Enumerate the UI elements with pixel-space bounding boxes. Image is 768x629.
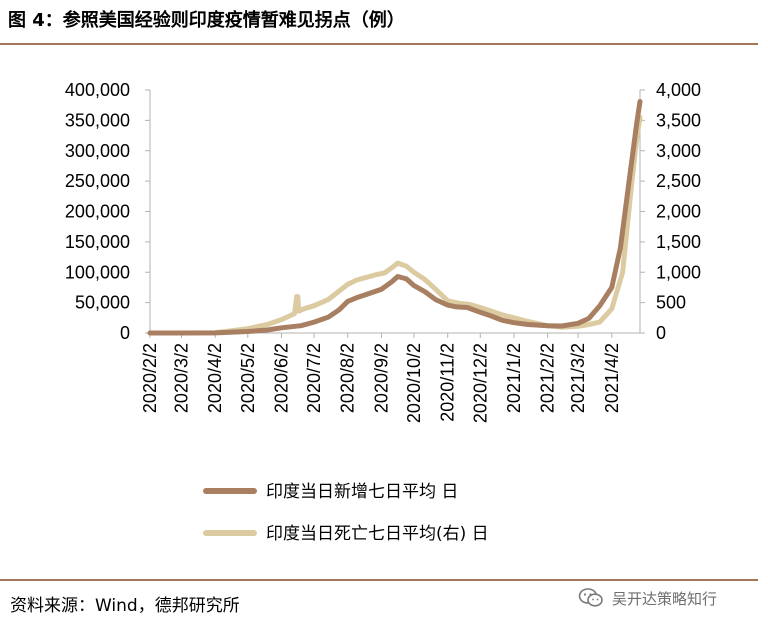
left-tick-label: 250,000 [65,171,130,191]
chart-series [147,99,643,336]
right-tick-label: 2,500 [656,171,701,191]
title-divider [0,43,758,45]
x-tick-label: 2020/6/2 [271,343,291,413]
right-tick-label: 3,500 [656,110,701,130]
x-tick-label: 2020/12/2 [470,343,490,423]
left-tick-label: 400,000 [65,80,130,100]
left-axis-ticks: 0 50,000 100,000 150,000 200,000 250,000 300,0… [65,80,150,343]
chart: 0 50,000 100,000 150,000 200,000 250,000 300,0… [65,80,701,544]
series-line-deaths [147,114,643,336]
watermark-text: 吴开达策略知行 [612,589,718,608]
right-tick-label: 2,000 [656,202,701,222]
left-tick-label: 150,000 [65,232,130,252]
series-line-new-cases [147,99,643,336]
chart-axes [149,90,641,334]
watermark: 吴开达策略知行 [578,586,717,610]
x-tick-label: 2020/9/2 [371,343,391,413]
x-tick-label: 2021/4/2 [602,343,622,413]
right-tick-label: 1,000 [656,262,701,282]
x-tick-label: 2020/7/2 [304,343,324,413]
footer-divider [0,579,758,581]
legend-label-new-cases: 印度当日新增七日平均 日 [266,482,458,502]
left-tick-label: 50,000 [75,293,130,313]
x-axis-ticks: 2020/2/2 2020/3/2 2020/4/2 2020/5/2 2020/6/2… [140,333,622,423]
left-tick-label: 200,000 [65,202,130,222]
left-tick-label: 0 [120,323,130,343]
x-tick-label: 2021/1/2 [504,343,524,413]
right-tick-label: 3,000 [656,141,701,161]
right-tick-label: 1,500 [656,232,701,252]
x-tick-label: 2020/2/2 [140,343,160,413]
x-tick-label: 2020/4/2 [205,343,225,413]
right-tick-label: 4,000 [656,80,701,100]
x-tick-label: 2021/2/2 [538,343,558,413]
wechat-icon [578,588,603,607]
right-axis-ticks: 0 500 1,000 1,500 2,000 2,500 3,000 3,500 4,000 [640,80,701,343]
x-tick-label: 2020/5/2 [238,343,258,413]
source-note: 资料来源：Wind，德邦研究所 [10,596,240,616]
x-tick-label: 2020/8/2 [338,343,358,413]
x-tick-label: 2020/10/2 [404,343,424,423]
left-tick-label: 100,000 [65,262,130,282]
figure-title: 图 4：参照美国经验则印度疫情暂难见拐点（例） [8,10,405,31]
right-tick-label: 0 [656,323,666,343]
legend-label-deaths: 印度当日死亡七日平均(右) 日 [266,524,489,544]
right-tick-label: 500 [656,293,686,313]
left-tick-label: 350,000 [65,110,130,130]
left-tick-label: 300,000 [65,141,130,161]
x-tick-label: 2020/11/2 [438,343,458,422]
x-tick-label: 2021/3/2 [568,343,588,413]
x-tick-label: 2020/3/2 [172,343,192,413]
